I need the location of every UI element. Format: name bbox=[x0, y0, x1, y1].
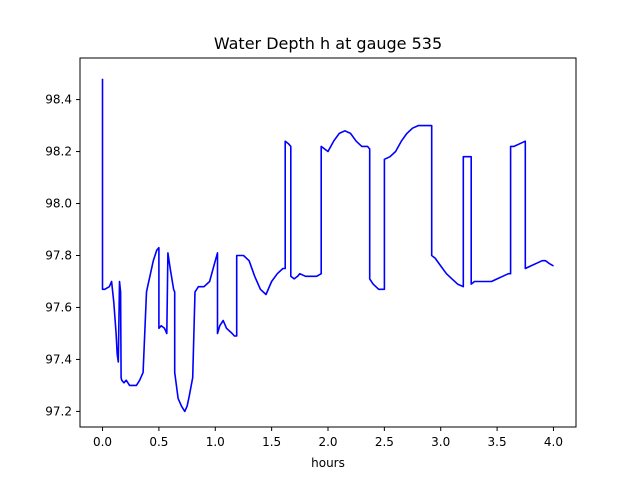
y-tick-label: 97.2 bbox=[45, 404, 72, 418]
x-tick-label: 3.0 bbox=[431, 435, 450, 449]
chart-title: Water Depth h at gauge 535 bbox=[214, 34, 442, 53]
y-tick-label: 98.0 bbox=[45, 197, 72, 211]
x-tick-label: 1.5 bbox=[262, 435, 281, 449]
y-tick-label: 98.2 bbox=[45, 145, 72, 159]
x-axis-label: hours bbox=[311, 456, 345, 470]
x-tick-label: 1.0 bbox=[206, 435, 225, 449]
y-tick-label: 97.6 bbox=[45, 300, 72, 314]
x-tick-label: 0.5 bbox=[149, 435, 168, 449]
x-tick-label: 2.0 bbox=[318, 435, 337, 449]
y-axis-ticks: 97.2 97.4 97.6 97.8 98.0 98.2 98.4 bbox=[45, 93, 80, 418]
y-tick-label: 97.8 bbox=[45, 248, 72, 262]
series-line bbox=[101, 78, 554, 413]
x-tick-label: 2.5 bbox=[375, 435, 394, 449]
plot-frame bbox=[79, 57, 577, 428]
x-axis-ticks: 0.0 0.5 1.0 1.5 2.0 2.5 3.0 3.5 4.0 bbox=[93, 427, 563, 449]
x-tick-label: 4.0 bbox=[544, 435, 563, 449]
y-tick-label: 97.4 bbox=[45, 352, 72, 366]
y-tick-label: 98.4 bbox=[45, 93, 72, 107]
plot-area bbox=[80, 58, 576, 427]
series-layer bbox=[101, 78, 554, 413]
x-tick-label: 3.5 bbox=[488, 435, 507, 449]
x-tick-label: 0.0 bbox=[93, 435, 112, 449]
